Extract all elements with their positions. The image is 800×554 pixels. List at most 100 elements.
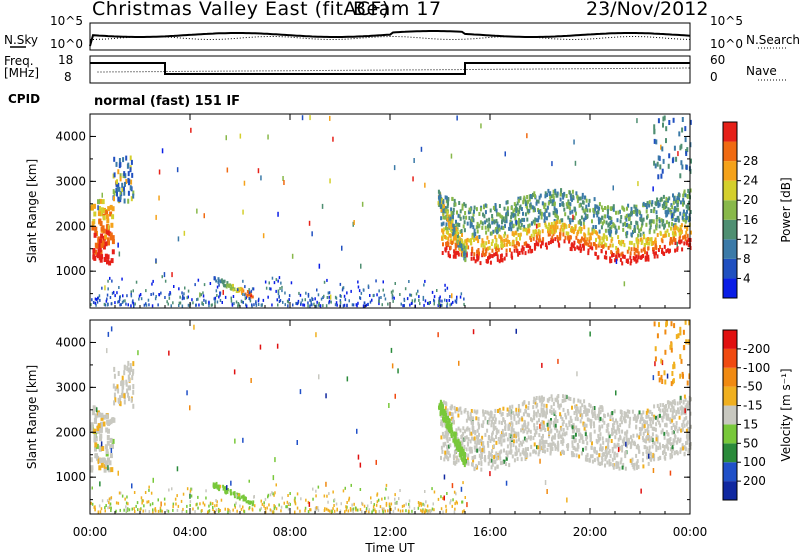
rti-cell (591, 459, 594, 464)
rti-cell (587, 417, 590, 422)
rti-cell (662, 122, 664, 128)
rti-cell (232, 295, 235, 298)
rti-cell (615, 390, 617, 396)
rti-cell (388, 504, 391, 508)
rti-cell (647, 254, 650, 259)
rti-cell (227, 510, 229, 514)
rti-cell (629, 458, 632, 463)
rti-cell (250, 289, 253, 293)
rti-cell (403, 304, 405, 308)
rti-cell (539, 458, 541, 464)
rti-cell (149, 503, 152, 507)
rti-cell (392, 299, 394, 303)
colorbar-frame (722, 329, 738, 501)
rti-cell (108, 501, 110, 505)
rti-cell (190, 494, 193, 498)
rti-cell (240, 288, 243, 292)
rti-cell (538, 413, 541, 418)
rti-cell (643, 247, 646, 252)
rti-cell (352, 303, 355, 307)
rti-cell (512, 239, 515, 244)
rti-cell (219, 509, 221, 512)
rti-cell (620, 242, 623, 247)
rti-cell (656, 233, 659, 237)
rti-cell (372, 505, 375, 509)
rti-cell (509, 441, 512, 446)
rti-cell (654, 243, 657, 248)
rti-cell (648, 434, 651, 439)
rti-cell (603, 233, 606, 238)
rti-cell (446, 444, 449, 449)
rti-cell (456, 233, 459, 238)
rti-cell (673, 145, 676, 151)
rti-cell (475, 443, 478, 448)
rti-cell (530, 221, 533, 226)
rti-cell (564, 394, 567, 399)
rti-cell (450, 499, 452, 503)
rti-cell (535, 201, 538, 206)
rti-cell (546, 205, 549, 210)
rti-cell (454, 502, 456, 506)
rti-cell (431, 290, 434, 294)
rti-cell (568, 239, 571, 244)
rti-cell (226, 489, 229, 492)
rti-cell (608, 230, 611, 235)
rti-cell (464, 452, 466, 456)
rti-cell (438, 297, 440, 301)
rti-cell (563, 239, 566, 244)
rti-cell (542, 442, 545, 447)
rti-cell (575, 409, 577, 413)
rti-cell (242, 300, 244, 304)
rti-cell (520, 428, 523, 433)
rti-cell (251, 287, 254, 291)
rti-cell (470, 409, 473, 413)
rti-cell (145, 303, 148, 307)
rti-cell (326, 296, 329, 299)
rti-cell (571, 209, 574, 214)
rti-cell (424, 279, 426, 283)
rti-cell (538, 418, 540, 423)
rti-cell (140, 297, 143, 301)
rti-cell (556, 445, 559, 449)
rti-cell (519, 225, 522, 230)
rti-cell (636, 459, 639, 464)
rti-cell (304, 298, 306, 302)
rti-cell (451, 293, 453, 299)
rti-cell (666, 198, 669, 203)
rti-cell (639, 431, 642, 436)
rti-cell (600, 225, 603, 230)
rti-cell (118, 158, 121, 163)
rti-cell (504, 462, 507, 466)
rti-cell (552, 210, 555, 215)
rti-cell (657, 446, 660, 451)
rti-cell (617, 442, 620, 447)
rti-cell (441, 299, 443, 303)
rti-cell (559, 228, 562, 233)
rti-cell (578, 438, 581, 443)
rti-cell (619, 417, 622, 422)
rti-cell (459, 451, 462, 456)
rti-cell (155, 509, 157, 513)
rti-cell (93, 434, 97, 440)
rti-cell (525, 241, 528, 246)
rti-cell (195, 503, 197, 507)
rti-cell (667, 416, 670, 421)
rti-cell (447, 412, 450, 417)
rti-cell (667, 248, 669, 253)
rti-cell (453, 405, 456, 410)
rti-cell (168, 488, 170, 492)
rti-cell (527, 421, 530, 426)
rti-cell (110, 302, 113, 306)
rti-cell (335, 502, 338, 506)
rti-cell (228, 508, 230, 512)
rti-cell (679, 230, 682, 235)
rti-cell (443, 408, 446, 413)
rti-cell (550, 394, 553, 399)
rti-cell (669, 408, 672, 413)
rti-cell (375, 503, 378, 507)
rti-cell (539, 397, 542, 402)
rti-cell (482, 441, 485, 446)
rti-cell (659, 245, 661, 249)
rti-cell (349, 508, 352, 512)
rti-cell (130, 179, 133, 185)
